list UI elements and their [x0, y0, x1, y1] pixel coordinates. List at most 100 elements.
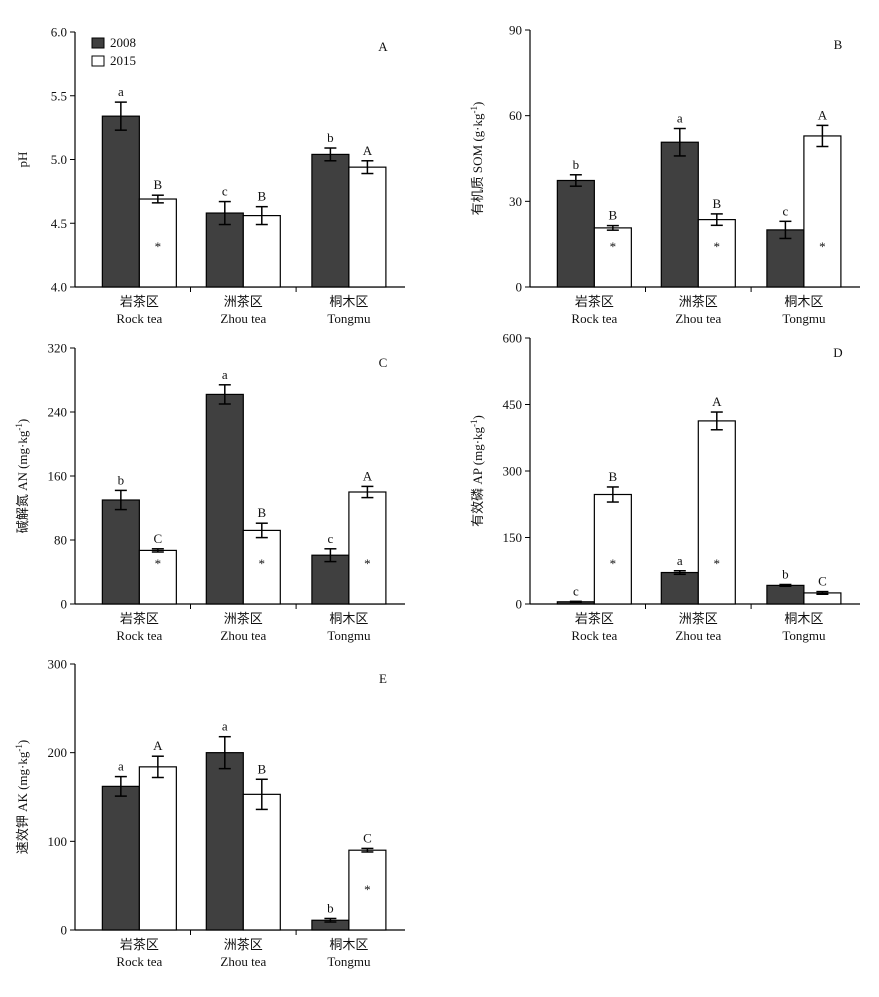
- bar-2008: [311, 153, 350, 288]
- bar-2015: [348, 166, 387, 288]
- significance-letter: A: [818, 107, 828, 122]
- category-label-zh: 桐木区: [784, 611, 823, 626]
- y-tick-label: 60: [509, 108, 522, 123]
- significance-letter: b: [327, 900, 334, 915]
- significance-letter: b: [118, 472, 125, 487]
- bar-2015: [803, 135, 842, 288]
- bar-2008: [660, 141, 699, 288]
- panel-letter: B: [834, 37, 843, 52]
- category-label-en: Zhou tea: [220, 311, 266, 326]
- bar-2015: [348, 491, 387, 605]
- significance-letter: a: [118, 84, 124, 99]
- significance-letter: C: [154, 531, 163, 546]
- significance-letter: B: [712, 196, 721, 211]
- y-tick-label: 100: [48, 834, 68, 849]
- significance-letter: a: [222, 367, 228, 382]
- panel-B: 0 30 60 90 岩茶区 Rock tea 洲茶区 Zhou tea 桐木区 Tongmu B 有…: [469, 23, 860, 326]
- y-axis-label: pH: [15, 152, 30, 168]
- bar-2008: [101, 785, 140, 931]
- category-label-en: Tongmu: [327, 954, 371, 969]
- significance-star: *: [714, 239, 721, 254]
- y-tick-label: 4.0: [51, 280, 67, 295]
- category-label-en: Tongmu: [782, 628, 826, 643]
- y-tick-label: 0: [61, 923, 68, 938]
- panel-D: 0 150 300 450 600 岩茶区 Rock tea 洲茶区 Zhou tea 桐木区 To…: [469, 331, 860, 643]
- bar-2015: [593, 227, 632, 288]
- y-tick-label: 5.5: [51, 88, 67, 103]
- significance-letter: B: [257, 505, 266, 520]
- y-axis-label: 碱解氮 AN (mg·kg-1): [14, 419, 30, 533]
- significance-letter: B: [154, 177, 163, 192]
- category-label-zh: 洲茶区: [679, 294, 718, 309]
- category-label-en: Tongmu: [327, 311, 371, 326]
- bar-2008: [660, 571, 699, 605]
- category-label-en: Rock tea: [571, 628, 617, 643]
- category-label-zh: 岩茶区: [575, 611, 614, 626]
- category-label-zh: 桐木区: [329, 611, 368, 626]
- significance-star: *: [155, 239, 162, 254]
- category-label-zh: 岩茶区: [120, 937, 159, 952]
- significance-letter: a: [677, 553, 683, 568]
- significance-letter: a: [677, 111, 683, 126]
- y-tick-label: 200: [48, 745, 68, 760]
- significance-letter: c: [783, 203, 789, 218]
- significance-letter: B: [257, 761, 266, 776]
- significance-star: *: [155, 556, 162, 571]
- y-axis-label: 有机质 SOM (g·kg-1): [469, 102, 485, 216]
- y-tick-label: 80: [54, 533, 67, 548]
- category-label-en: Zhou tea: [220, 954, 266, 969]
- significance-star: *: [610, 556, 617, 571]
- category-label-en: Rock tea: [116, 954, 162, 969]
- y-axis-label: 有效磷 AP (mg·kg-1): [469, 415, 485, 527]
- category-label-en: Rock tea: [571, 311, 617, 326]
- category-label-en: Tongmu: [782, 311, 826, 326]
- significance-letter: a: [222, 719, 228, 734]
- category-label-zh: 洲茶区: [679, 611, 718, 626]
- significance-letter: a: [118, 759, 124, 774]
- y-tick-label: 160: [48, 469, 68, 484]
- significance-letter: A: [153, 738, 163, 753]
- bar-2015: [697, 219, 736, 288]
- significance-star: *: [819, 239, 826, 254]
- bar-2008: [101, 115, 140, 288]
- panel-A: 4.0 4.5 5.0 5.5 6.0 岩茶区 Rock tea 洲茶区 Zhou tea 桐木区…: [15, 25, 405, 326]
- bar-2008: [205, 212, 244, 288]
- significance-letter: c: [573, 583, 579, 598]
- bar-2008: [311, 554, 350, 605]
- legend-label-2015: 2015: [110, 53, 136, 68]
- legend-swatch-2008: [91, 37, 105, 49]
- y-tick-label: 90: [509, 23, 522, 38]
- bar-2008: [766, 584, 805, 605]
- significance-letter: A: [363, 468, 373, 483]
- panel-C: 0 80 160 240 320 岩茶区 Rock tea 洲茶区 Zhou tea 桐木区 Ton…: [14, 341, 405, 643]
- y-tick-label: 4.5: [51, 216, 67, 231]
- bar-2008: [101, 499, 140, 605]
- significance-star: *: [610, 239, 617, 254]
- panel-letter: A: [378, 39, 388, 54]
- significance-star: *: [714, 556, 721, 571]
- category-label-zh: 洲茶区: [224, 611, 263, 626]
- category-label-en: Zhou tea: [675, 311, 721, 326]
- y-tick-label: 240: [48, 405, 68, 420]
- category-label-en: Tongmu: [327, 628, 371, 643]
- category-label-zh: 岩茶区: [575, 294, 614, 309]
- category-label-zh: 洲茶区: [224, 937, 263, 952]
- panel-E: 0 100 200 300 岩茶区 Rock tea 洲茶区 Zhou tea 桐木区 Tongm…: [14, 657, 405, 969]
- category-label-en: Zhou tea: [220, 628, 266, 643]
- category-label-zh: 桐木区: [784, 294, 823, 309]
- legend-swatch-2015: [91, 55, 105, 67]
- y-tick-label: 320: [48, 341, 68, 356]
- significance-letter: c: [222, 184, 228, 199]
- y-tick-label: 5.0: [51, 152, 67, 167]
- category-label-zh: 岩茶区: [120, 611, 159, 626]
- category-label-zh: 桐木区: [329, 294, 368, 309]
- category-label-zh: 洲茶区: [224, 294, 263, 309]
- category-label-en: Rock tea: [116, 628, 162, 643]
- panel-letter: E: [379, 671, 387, 686]
- bar-2015: [348, 849, 387, 931]
- significance-letter: B: [609, 208, 618, 223]
- significance-letter: C: [363, 830, 372, 845]
- y-axis-label: 速效钾 AK (mg·kg-1): [14, 740, 30, 854]
- category-label-en: Rock tea: [116, 311, 162, 326]
